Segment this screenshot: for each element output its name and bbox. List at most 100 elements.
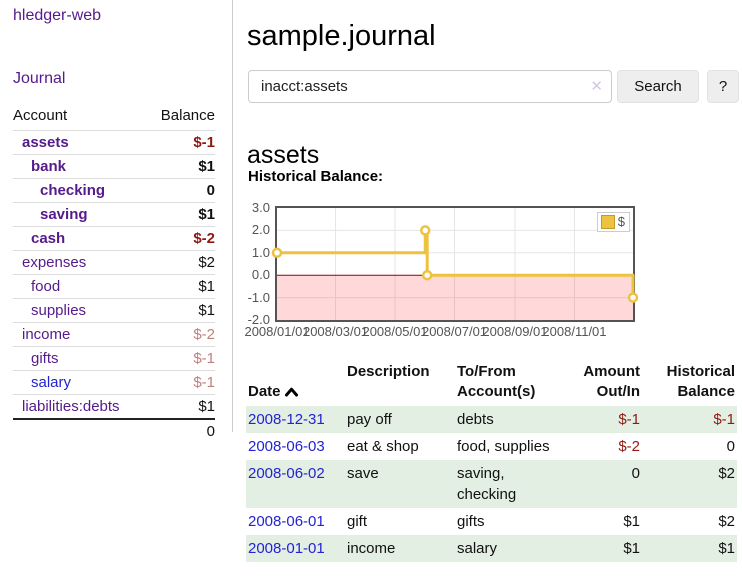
account-row: liabilities:debts $1 bbox=[13, 394, 215, 420]
transaction-description: pay off bbox=[347, 411, 392, 428]
sidebar-account-salary[interactable]: salary bbox=[31, 374, 72, 391]
transaction-balance: $2 bbox=[718, 513, 735, 530]
register-table: Date Description To/From Account(s) Amou… bbox=[246, 360, 737, 562]
account-heading: assets bbox=[247, 140, 320, 169]
y-axis-tick-label: 1.0 bbox=[251, 244, 270, 260]
sidebar-account-assets[interactable]: assets bbox=[22, 134, 69, 151]
account-balance: $1 bbox=[198, 206, 215, 223]
transaction-amount: $1 bbox=[623, 540, 640, 557]
table-row: 2008-06-01 gift gifts $1 $2 bbox=[246, 508, 737, 535]
register-col-date[interactable]: Date bbox=[246, 360, 345, 406]
transaction-amount: 0 bbox=[631, 465, 640, 482]
account-row: saving $1 bbox=[13, 202, 215, 227]
account-row: checking 0 bbox=[13, 178, 215, 203]
account-balance: $1 bbox=[198, 398, 215, 415]
y-axis-tick-label: -2.0 bbox=[247, 312, 270, 327]
accounts-total-value: 0 bbox=[206, 423, 215, 440]
transaction-amount: $1 bbox=[623, 513, 640, 530]
transaction-accounts: debts bbox=[457, 411, 494, 428]
accounts-col-balance: Balance bbox=[160, 107, 215, 124]
account-balance: $-2 bbox=[193, 326, 215, 343]
transaction-description: income bbox=[347, 540, 396, 557]
balance-chart: $ bbox=[271, 206, 639, 322]
search-input-wrap: ✕ bbox=[248, 70, 612, 103]
account-balance: $-1 bbox=[193, 374, 215, 391]
sidebar-account-checking[interactable]: checking bbox=[40, 182, 106, 199]
transaction-amount: $-2 bbox=[618, 438, 640, 455]
chart-point[interactable] bbox=[421, 269, 433, 281]
account-row: cash $-2 bbox=[13, 226, 215, 251]
y-axis-tick-label: 3.0 bbox=[251, 200, 270, 215]
accounts-total-row: 0 bbox=[13, 419, 215, 443]
y-axis-tick-label: 2.0 bbox=[251, 222, 270, 238]
help-button[interactable]: ? bbox=[707, 70, 739, 103]
chart-point[interactable] bbox=[271, 247, 283, 259]
table-row: 2008-12-31 pay off debts $-1 $-1 bbox=[246, 406, 737, 433]
legend-swatch-icon bbox=[600, 215, 615, 229]
table-row: 2008-06-03 eat & shop food, supplies $-2 0 bbox=[246, 433, 737, 460]
sidebar-account-liabilities-debts[interactable]: liabilities:debts bbox=[22, 398, 120, 415]
y-axis-tick-label: 0.0 bbox=[251, 267, 270, 283]
balance-chart-svg bbox=[271, 208, 639, 320]
accounts-table-header: Account Balance bbox=[13, 103, 215, 131]
transaction-balance: $1 bbox=[718, 540, 735, 557]
transaction-date-link[interactable]: 2008-06-01 bbox=[248, 513, 325, 530]
sidebar-account-bank[interactable]: bank bbox=[31, 158, 67, 175]
sidebar-account-saving[interactable]: saving bbox=[40, 206, 88, 223]
register-col-description: Description bbox=[347, 363, 430, 380]
transaction-accounts: gifts bbox=[457, 513, 485, 530]
clear-search-icon[interactable]: ✕ bbox=[590, 78, 603, 95]
chart-title: Historical Balance: bbox=[248, 168, 384, 185]
app-brand-link[interactable]: hledger-web bbox=[13, 7, 102, 24]
transaction-date-link[interactable]: 2008-01-01 bbox=[248, 540, 325, 557]
transaction-date-link[interactable]: 2008-06-02 bbox=[248, 465, 325, 482]
x-axis-tick-label: 2008/11/01 bbox=[542, 324, 607, 339]
register-col-balance: Historical Balance bbox=[666, 363, 735, 400]
account-row: assets $-1 bbox=[13, 130, 215, 155]
sidebar-account-supplies[interactable]: supplies bbox=[31, 302, 87, 319]
search-button[interactable]: Search bbox=[617, 70, 699, 103]
x-axis-tick-label: 2008/03/01 bbox=[302, 324, 369, 339]
account-balance: $2 bbox=[198, 254, 215, 271]
x-axis-tick-label: 2008/05/01 bbox=[362, 324, 428, 339]
search-form: ✕ Search ? bbox=[0, 70, 742, 103]
register-col-amount: Amount Out/In bbox=[583, 363, 640, 400]
account-row: bank $1 bbox=[13, 154, 215, 179]
transaction-description: eat & shop bbox=[347, 438, 419, 455]
transaction-date-link[interactable]: 2008-12-31 bbox=[248, 411, 325, 428]
account-balance: $1 bbox=[198, 158, 215, 175]
account-row: expenses $2 bbox=[13, 250, 215, 275]
sidebar-account-gifts[interactable]: gifts bbox=[31, 350, 59, 367]
transaction-date-link[interactable]: 2008-06-03 bbox=[248, 438, 325, 455]
account-row: food $1 bbox=[13, 274, 215, 299]
sidebar-account-income[interactable]: income bbox=[22, 326, 71, 343]
account-balance: $-1 bbox=[193, 350, 215, 367]
sidebar-account-expenses[interactable]: expenses bbox=[22, 254, 87, 271]
table-row: 2008-06-02 save saving, checking 0 $2 bbox=[246, 460, 737, 508]
account-balance: 0 bbox=[206, 182, 215, 199]
x-axis-tick-label: 2008/09/01 bbox=[482, 324, 548, 339]
sidebar-account-food[interactable]: food bbox=[31, 278, 61, 295]
y-axis-tick-label: -1.0 bbox=[247, 289, 270, 305]
transaction-amount: $-1 bbox=[618, 411, 640, 428]
chart-point[interactable] bbox=[420, 225, 431, 236]
account-balance: $-1 bbox=[193, 134, 215, 151]
accounts-col-account: Account bbox=[13, 107, 68, 124]
transaction-accounts: food, supplies bbox=[457, 438, 550, 455]
sidebar-account-cash[interactable]: cash bbox=[31, 230, 66, 247]
sidebar-item-journal[interactable]: Journal bbox=[13, 70, 66, 87]
chart-legend: $ bbox=[596, 212, 630, 232]
register-col-accounts: To/From Account(s) bbox=[457, 363, 536, 400]
legend-label: $ bbox=[617, 214, 625, 229]
x-axis-tick-label: 2008/07/01 bbox=[421, 324, 488, 339]
account-balance: $-2 bbox=[193, 230, 215, 247]
account-balance: $1 bbox=[198, 302, 215, 319]
transaction-description: save bbox=[347, 465, 379, 482]
account-row: supplies $1 bbox=[13, 298, 215, 323]
transaction-description: gift bbox=[347, 513, 368, 530]
search-input[interactable] bbox=[248, 70, 612, 103]
transaction-balance: 0 bbox=[726, 438, 735, 455]
chart-point[interactable] bbox=[627, 292, 639, 303]
sidebar: hledger-web Journal Account Balance asse… bbox=[0, 0, 233, 440]
account-row: gifts $-1 bbox=[13, 346, 215, 371]
